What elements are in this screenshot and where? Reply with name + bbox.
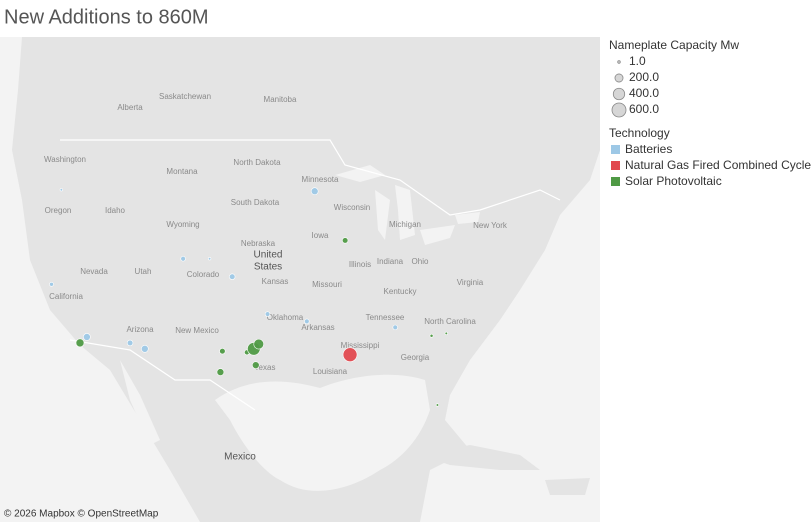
- map-label: Idaho: [105, 206, 126, 215]
- color-legend-title: Technology: [609, 126, 670, 140]
- map-label: New Mexico: [175, 326, 219, 335]
- plant-point: [219, 348, 226, 355]
- color-legend-label: Natural Gas Fired Combined Cycle: [625, 158, 811, 172]
- color-legend-swatch: [611, 161, 620, 170]
- map-label: Illinois: [349, 260, 371, 269]
- map-label: Arizona: [126, 325, 154, 334]
- gulf-of-california: [120, 360, 160, 445]
- plant-point: [208, 257, 212, 261]
- plant-point: [83, 333, 91, 341]
- plant-point: [251, 361, 260, 369]
- plant-point: [253, 338, 264, 350]
- size-legend-label: 600.0: [629, 102, 659, 116]
- map-label: Alberta: [117, 103, 143, 112]
- size-legend-mark: [617, 60, 621, 64]
- plant-point: [342, 347, 358, 362]
- legend: Nameplate Capacity Mw Technology 1.0 200.…: [609, 38, 811, 188]
- map-label: Saskatchewan: [159, 92, 211, 101]
- map-label: Wisconsin: [334, 203, 370, 212]
- plant-point: [75, 338, 85, 348]
- map-label: Manitoba: [264, 95, 297, 104]
- plant-point: [180, 256, 186, 262]
- map-label: South Dakota: [231, 198, 280, 207]
- gulf-of-mexico: [215, 374, 430, 491]
- plant-point: [429, 333, 434, 338]
- plant-point: [435, 403, 440, 407]
- plant-point: [59, 188, 63, 192]
- map-label: Nebraska: [241, 239, 276, 248]
- map-label: Tennessee: [366, 313, 405, 322]
- size-legend-title: Nameplate Capacity Mw: [609, 38, 739, 52]
- size-legend-mark: [611, 102, 627, 118]
- map-label: Iowa: [312, 231, 329, 240]
- map-label: Nevada: [80, 267, 108, 276]
- map-label: Ohio: [412, 257, 429, 266]
- size-legend-mark: [612, 87, 626, 101]
- map-label: Louisiana: [313, 367, 348, 376]
- map-label: Mississippi: [341, 341, 380, 350]
- caribbean-islands: [420, 445, 590, 495]
- map-label: Montana: [166, 167, 198, 176]
- map-label: Colorado: [187, 270, 220, 279]
- plant-point: [304, 318, 310, 325]
- map-label: Indiana: [377, 257, 404, 266]
- great-lakes: [335, 165, 480, 245]
- plant-point: [49, 281, 54, 287]
- map-label: Michigan: [389, 220, 421, 229]
- map-label: North Dakota: [233, 158, 281, 167]
- plant-point: [444, 331, 448, 335]
- title: New Additions to 860M: [4, 6, 209, 28]
- map-label: Wyoming: [166, 220, 199, 229]
- plant-point: [392, 324, 398, 331]
- color-legend-label: Batteries: [625, 142, 672, 156]
- map-label: Texas: [255, 363, 276, 372]
- size-legend-mark: [614, 73, 624, 83]
- map-label: United: [254, 250, 283, 261]
- plant-point: [264, 311, 271, 317]
- map-label: Minnesota: [302, 175, 339, 184]
- attribution: © 2026 Mapbox © OpenStreetMap: [4, 509, 159, 520]
- color-legend-label: Solar Photovoltaic: [625, 174, 722, 188]
- size-legend-label: 200.0: [629, 70, 659, 84]
- size-legend-label: 1.0: [629, 54, 646, 68]
- size-legend-label: 400.0: [629, 86, 659, 100]
- plant-point: [126, 339, 134, 347]
- map-label: Georgia: [401, 353, 430, 362]
- plant-point: [229, 273, 236, 280]
- map-label: Virginia: [457, 278, 484, 287]
- border: [69, 339, 256, 411]
- map-label: Oregon: [45, 206, 72, 215]
- color-legend-swatch: [611, 145, 620, 154]
- map-label: Oklahoma: [267, 313, 304, 322]
- map-label: Mexico: [224, 452, 256, 463]
- map-label: States: [254, 262, 282, 273]
- map-label: Kentucky: [384, 287, 417, 296]
- border: [60, 139, 561, 216]
- map-label: Washington: [44, 155, 86, 164]
- plant-point: [141, 345, 149, 353]
- map-label: Utah: [135, 267, 152, 276]
- map-label: New York: [473, 221, 508, 230]
- plant-point: [310, 187, 319, 196]
- pacific-ocean: [0, 37, 200, 522]
- map-label: North Carolina: [424, 317, 476, 326]
- atlantic-ocean: [420, 37, 600, 522]
- plant-point: [216, 368, 225, 376]
- map-label: California: [49, 292, 83, 301]
- map-label: Arkansas: [301, 323, 334, 332]
- plant-point: [341, 237, 349, 244]
- map-label: Kansas: [262, 277, 289, 286]
- color-legend-swatch: [611, 177, 620, 186]
- map-label: Missouri: [312, 280, 342, 289]
